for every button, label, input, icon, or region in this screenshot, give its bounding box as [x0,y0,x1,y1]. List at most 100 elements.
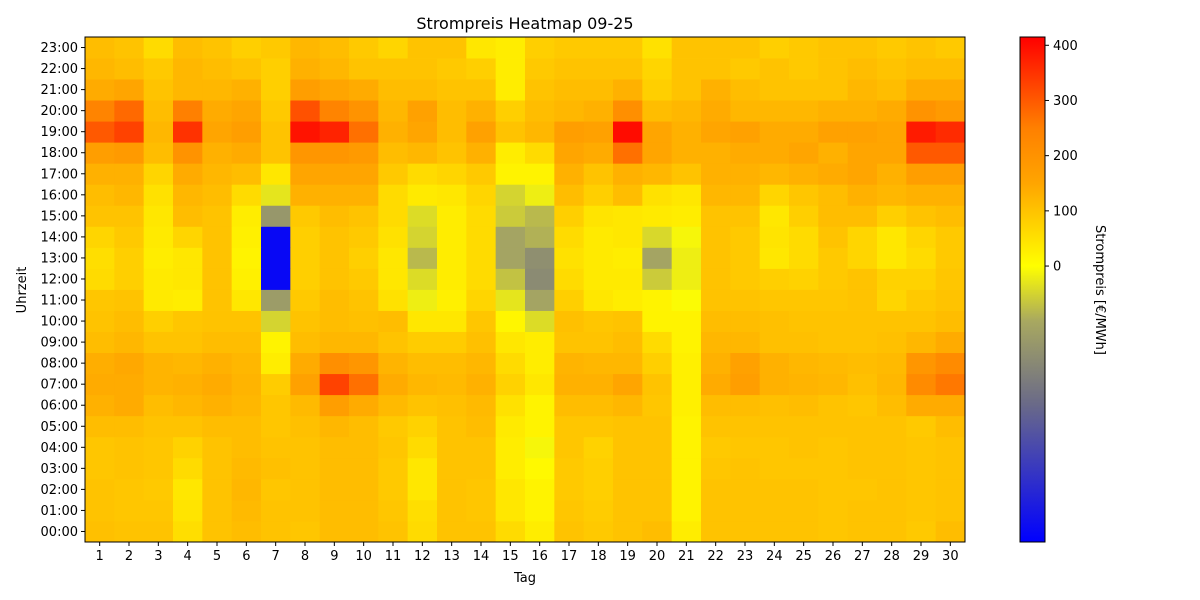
colorbar-tick-label: 400 [1053,39,1078,54]
heatmap-cell [290,142,321,164]
heatmap-cell [935,289,966,311]
heatmap-cell [613,226,643,248]
heatmap-cell [437,478,467,501]
heatmap-cell [349,58,379,80]
heatmap-cell [847,142,878,164]
heatmap-cell [407,121,438,143]
heatmap-cell [290,394,321,417]
heatmap-cell [818,457,849,480]
heatmap-cell [877,331,907,354]
heatmap-cell [85,289,115,311]
heatmap-cell [407,142,438,164]
heatmap-cell [759,268,790,290]
heatmap-cell [143,205,174,227]
heatmap-cell [407,352,438,375]
heatmap-cell [319,520,350,543]
heatmap-cell [114,121,145,143]
heatmap-cell [466,142,497,164]
heatmap-cell [613,289,643,311]
heatmap-cell [378,373,409,396]
heatmap-cell [847,415,878,438]
heatmap-cell [231,331,262,354]
heatmap-cell [847,478,878,501]
heatmap-cell [85,478,115,501]
heatmap-cell [877,79,907,101]
heatmap-cell [759,373,790,396]
heatmap-cell [642,499,673,522]
heatmap-cell [407,226,438,248]
heatmap-cell [261,268,291,290]
heatmap-cell [642,163,673,185]
heatmap-cell [759,415,790,438]
y-axis-ticks: 00:00 01:00 02:00 03:00 04:00 05:00 06:00 07:00… [41,41,85,540]
heatmap-cell [642,457,673,480]
heatmap-cell [231,100,262,122]
heatmap-cell [261,478,291,501]
heatmap-cell [261,163,291,185]
heatmap-cell [378,436,409,459]
heatmap-cell [935,184,966,206]
heatmap-cell [525,436,555,459]
heatmap-cell [143,331,174,354]
heatmap-cell [378,289,409,311]
heatmap-cell [319,499,350,522]
heatmap-cell [935,415,966,438]
heatmap-cell [437,415,467,438]
heatmap-cell [495,331,526,354]
heatmap-cell [906,79,937,101]
heatmap-cell [759,289,790,311]
y-tick-label: 18:00 [41,146,78,161]
heatmap-cell [701,163,731,185]
heatmap-cell [554,58,585,80]
heatmap-cell [818,100,849,122]
heatmap-cell [701,268,731,290]
heatmap-cell [759,247,790,269]
heatmap-cell [231,457,262,480]
colorbar-label: Strompreis [€/MWh] [1092,225,1107,355]
heatmap-cell [671,310,702,332]
heatmap-cell [143,37,174,59]
heatmap-cell [349,394,379,417]
heatmap-cell [671,289,702,311]
heatmap-cell [231,499,262,522]
heatmap-cell [466,100,497,122]
heatmap-cell [407,247,438,269]
y-tick-label: 19:00 [41,125,78,140]
heatmap-cell [730,142,761,164]
heatmap-cell [818,331,849,354]
heatmap-cell [202,58,233,80]
heatmap-cell [495,352,526,375]
heatmap-cell [583,394,614,417]
heatmap-cell [378,121,409,143]
heatmap-cell [261,520,291,543]
heatmap-cell [495,121,526,143]
heatmap-cell [437,268,467,290]
heatmap-cell [789,373,819,396]
heatmap-cell [407,394,438,417]
heatmap-cell [407,205,438,227]
heatmap-cell [730,310,761,332]
heatmap-cell [202,226,233,248]
heatmap-cell [818,415,849,438]
heatmap-cell [642,352,673,375]
heatmap-cell [378,163,409,185]
heatmap-cell [378,58,409,80]
heatmap-cell [759,37,790,59]
heatmap-cell [290,163,321,185]
x-tick-label: 18 [590,549,607,564]
heatmap-cell [759,331,790,354]
heatmap-cell [319,457,350,480]
heatmap-cell [378,415,409,438]
heatmap-cell [378,100,409,122]
plot-frame [84,36,966,543]
x-tick-label: 15 [502,549,519,564]
heatmap-cell [906,142,937,164]
heatmap-cell [583,37,614,59]
heatmap-cell [525,163,555,185]
heatmap-cell [466,394,497,417]
heatmap-cell [789,79,819,101]
heatmap-cell [495,310,526,332]
heatmap-cell [495,436,526,459]
heatmap-cell [261,289,291,311]
heatmap-cell [818,310,849,332]
